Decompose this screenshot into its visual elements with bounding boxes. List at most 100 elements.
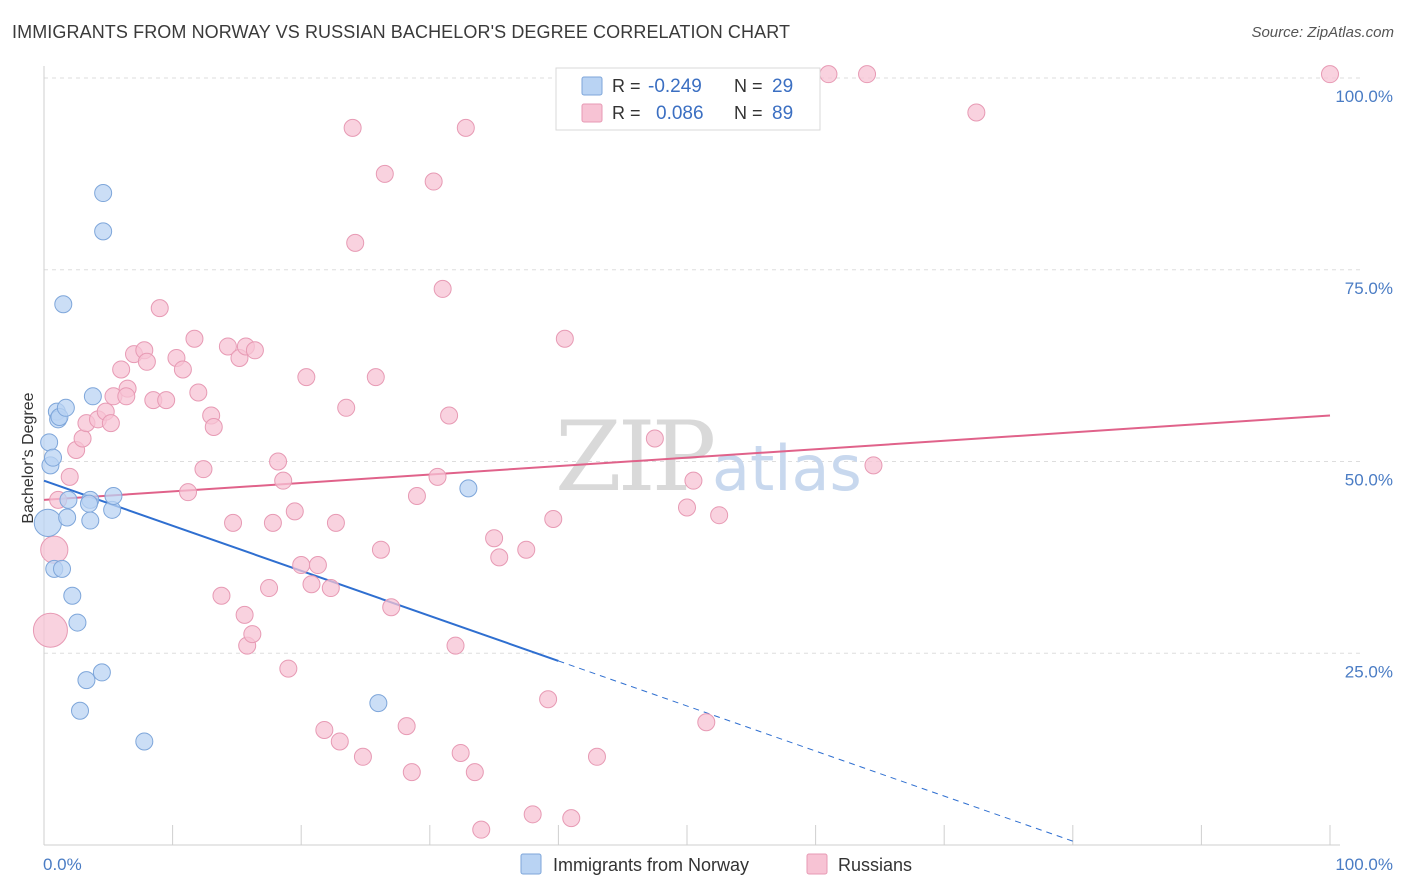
point-russians-22 xyxy=(179,483,198,502)
legend-n-label-norway: N = xyxy=(734,76,763,96)
point-russians-56 xyxy=(371,540,390,559)
point-russians-64 xyxy=(433,279,452,298)
point-russians-82 xyxy=(684,471,703,490)
source-label: Source: ZipAtlas.com xyxy=(1251,24,1394,41)
point-russians-42 xyxy=(285,502,304,521)
point-russians-76 xyxy=(544,510,563,529)
bottom-legend-swatch-norway xyxy=(520,853,542,875)
point-russians-83 xyxy=(697,713,716,732)
point-russians-50 xyxy=(330,732,349,751)
point-russians-63 xyxy=(428,467,447,486)
point-russians-81 xyxy=(678,498,696,517)
point-russians-11 xyxy=(112,360,131,379)
point-russians-39 xyxy=(269,452,288,471)
legend-swatch-russians xyxy=(581,103,603,123)
point-russians-58 xyxy=(382,598,401,617)
point-norway-23 xyxy=(94,222,113,241)
trend-line-norway-extension xyxy=(558,660,1073,842)
point-norway-12 xyxy=(63,586,82,605)
point-norway-11 xyxy=(53,559,72,578)
point-russians-71 xyxy=(485,529,504,548)
legend-r-value-russians: 0.086 xyxy=(656,103,704,124)
point-norway-13 xyxy=(68,613,87,632)
point-russians-30 xyxy=(224,513,243,532)
point-russians-57 xyxy=(375,164,394,183)
point-russians-62 xyxy=(424,172,443,191)
x-tick-label-min: 0.0% xyxy=(43,855,82,874)
point-russians-80 xyxy=(645,429,664,448)
point-russians-21 xyxy=(173,360,192,379)
chart-title: IMMIGRANTS FROM NORWAY VS RUSSIAN BACHEL… xyxy=(12,22,791,42)
point-russians-75 xyxy=(539,690,558,709)
legend-r-label-russians: R = xyxy=(612,103,641,123)
point-russians-16 xyxy=(137,352,156,371)
point-russians-52 xyxy=(343,118,362,137)
legend-n-value-norway: 29 xyxy=(772,76,793,97)
point-russians-18 xyxy=(150,299,169,318)
point-russians-40 xyxy=(274,471,293,490)
point-russians-74 xyxy=(523,805,542,824)
point-russians-27 xyxy=(204,417,223,436)
point-norway-28 xyxy=(80,494,99,513)
point-norway-0 xyxy=(33,508,62,537)
point-russians-60 xyxy=(402,763,421,782)
point-russians-9 xyxy=(101,414,120,433)
point-norway-21 xyxy=(83,387,102,406)
point-russians-29 xyxy=(218,337,237,356)
point-russians-51 xyxy=(337,398,356,417)
point-russians-47 xyxy=(315,720,334,739)
data-points xyxy=(32,65,1339,839)
x-tick-labels: 0.0% 100.0% xyxy=(43,855,1393,874)
point-russians-13 xyxy=(117,387,136,406)
point-russians-3 xyxy=(60,467,79,486)
point-norway-22 xyxy=(94,184,113,203)
point-russians-5 xyxy=(73,429,92,448)
point-russians-25 xyxy=(194,460,213,479)
y-tick-label-2: 75.0% xyxy=(1345,279,1393,298)
point-russians-45 xyxy=(302,575,321,594)
point-russians-68 xyxy=(456,118,475,137)
y-tick-label-0: 25.0% xyxy=(1345,662,1393,681)
watermark-atlas: atlas xyxy=(712,432,862,505)
point-norway-27 xyxy=(459,479,478,498)
point-russians-88 xyxy=(1321,65,1339,84)
point-russians-38 xyxy=(263,513,282,532)
point-russians-72 xyxy=(490,548,509,567)
bottom-legend-label-norway: Immigrants from Norway xyxy=(553,855,749,875)
point-norway-18 xyxy=(81,511,100,530)
point-russians-86 xyxy=(858,65,877,84)
point-russians-85 xyxy=(819,65,838,84)
point-norway-8 xyxy=(59,490,78,509)
point-russians-0 xyxy=(32,612,68,648)
point-norway-26 xyxy=(369,694,388,713)
axes xyxy=(43,66,1340,846)
point-russians-70 xyxy=(472,820,491,839)
point-russians-89 xyxy=(864,456,883,475)
legend-n-value-russians: 89 xyxy=(772,103,793,124)
trend-line-russians xyxy=(43,414,1331,501)
point-russians-44 xyxy=(297,368,316,387)
legend-swatch-norway xyxy=(581,76,603,96)
point-russians-43 xyxy=(292,556,311,575)
point-russians-67 xyxy=(451,743,470,762)
point-russians-65 xyxy=(440,406,459,425)
y-tick-label-1: 50.0% xyxy=(1345,471,1393,490)
point-russians-84 xyxy=(710,506,729,525)
point-russians-23 xyxy=(185,329,204,348)
point-russians-19 xyxy=(157,391,176,410)
x-tick-label-max: 100.0% xyxy=(1335,855,1393,874)
bottom-legend-label-russians: Russians xyxy=(838,855,912,875)
point-russians-24 xyxy=(189,383,208,402)
point-norway-24 xyxy=(54,295,73,314)
point-russians-77 xyxy=(555,329,574,348)
point-norway-7 xyxy=(56,398,75,417)
point-norway-16 xyxy=(92,663,111,682)
point-norway-14 xyxy=(77,671,96,690)
y-tick-labels: 25.0% 50.0% 75.0% 100.0% xyxy=(1335,87,1393,681)
point-russians-49 xyxy=(326,513,345,532)
y-tick-label-3: 100.0% xyxy=(1335,87,1393,106)
point-norway-3 xyxy=(44,448,63,467)
point-russians-1 xyxy=(40,535,69,564)
point-russians-48 xyxy=(321,579,340,598)
